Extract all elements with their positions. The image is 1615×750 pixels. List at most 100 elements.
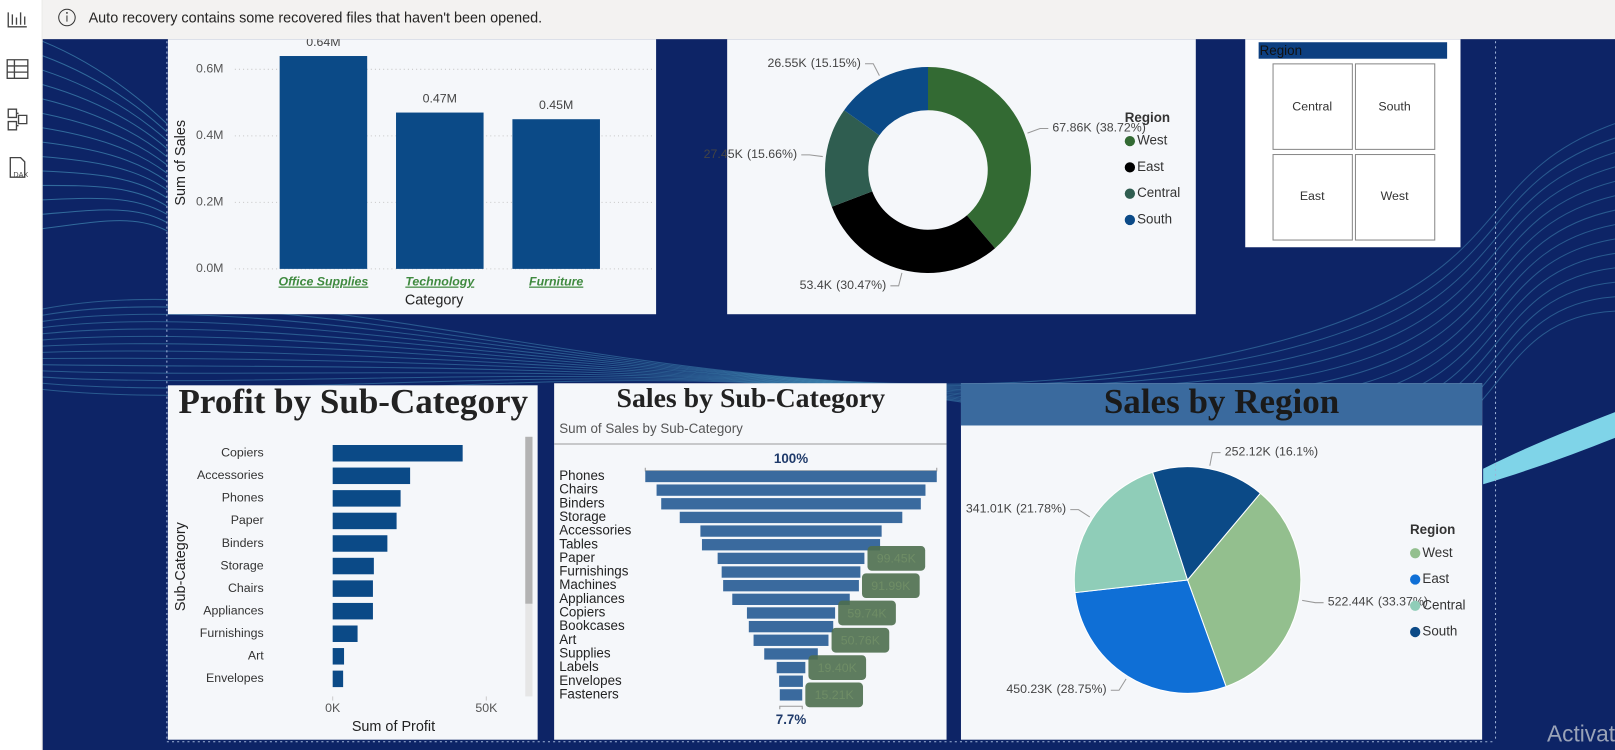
category-label: Appliances — [559, 591, 625, 606]
chart-title: Profit by Sub-Category — [179, 382, 529, 421]
background-band — [1483, 412, 1615, 485]
funnel-bracket — [779, 705, 803, 710]
legend-swatch — [1410, 600, 1421, 611]
data-label-value: 341.01K — [966, 502, 1013, 516]
funnel-bar — [717, 552, 865, 565]
funnel-bar — [721, 566, 861, 578]
funnel-bar — [764, 648, 818, 660]
sidebar-label[interactable]: DAX — [13, 170, 28, 179]
background-wave — [42, 184, 168, 207]
legend-label[interactable]: Central — [1422, 597, 1465, 612]
y-tick-label: Appliances — [203, 603, 263, 617]
scrollbar-thumb[interactable] — [525, 436, 533, 604]
y-tick-label: 0.6M — [196, 62, 223, 76]
y-tick-label: Accessories — [197, 468, 264, 482]
bar — [332, 512, 397, 530]
legend-label[interactable]: East — [1137, 159, 1164, 174]
data-label-percent: (38.72%) — [1096, 121, 1146, 135]
category-label: Art — [559, 632, 576, 647]
slicer-item[interactable]: East — [1300, 189, 1325, 203]
funnel-top-label: 100% — [774, 451, 808, 466]
background-wave — [42, 197, 168, 215]
leader-line — [890, 272, 903, 287]
category-label: Bookcases — [559, 618, 625, 633]
slicer-item[interactable]: Central — [1292, 99, 1332, 113]
info-icon — [58, 8, 76, 27]
leader-line — [1302, 599, 1324, 604]
data-label: 53.4K (30.47%) — [800, 278, 887, 292]
category-label: Chairs — [559, 482, 598, 497]
table-view-icon[interactable] — [6, 59, 29, 79]
slicer-tile[interactable] — [1354, 63, 1436, 150]
bar — [332, 490, 401, 507]
background-wave — [42, 220, 168, 232]
y-tick-label: Furnishings — [200, 626, 264, 640]
legend-label[interactable]: South — [1422, 624, 1457, 639]
category-label: Fasteners — [559, 686, 619, 701]
data-label-percent: (21.78%) — [1016, 502, 1066, 516]
slicer-item[interactable]: South — [1378, 99, 1410, 113]
bar — [332, 535, 388, 552]
category-label: Accessories — [559, 523, 631, 538]
slicer-header — [1258, 42, 1448, 59]
data-label-box — [831, 627, 890, 653]
x-tick-label: 0K — [325, 701, 341, 715]
legend-label[interactable]: West — [1137, 133, 1168, 148]
data-label: 19.40K — [818, 661, 858, 675]
funnel-bar — [656, 484, 926, 496]
x-tick-label: Technology — [405, 275, 475, 289]
report-view-icon[interactable] — [7, 12, 27, 28]
legend-label[interactable]: West — [1422, 545, 1453, 560]
bar — [332, 625, 358, 642]
legend-swatch — [1124, 188, 1136, 199]
leader-line — [1110, 678, 1127, 691]
legend-label[interactable]: Central — [1137, 185, 1180, 200]
y-tick-label: Copiers — [221, 446, 264, 460]
category-label: Tables — [559, 536, 598, 551]
legend-label[interactable]: South — [1137, 211, 1172, 226]
data-label-value: 53.4K — [800, 278, 833, 292]
data-label: 252.12K (16.1%) — [1225, 445, 1318, 459]
data-label: 59.74K — [847, 606, 887, 620]
background-wave — [42, 98, 168, 157]
chart-subtitle: Sum of Sales by Sub-Category — [559, 421, 743, 436]
donut-slice — [928, 66, 1032, 249]
bar — [332, 557, 374, 575]
funnel-bar — [776, 661, 806, 674]
data-label: 50.76K — [841, 634, 881, 648]
y-axis-title: Sub-Category — [173, 521, 189, 611]
y-axis-title: Sum of Sales — [173, 120, 189, 206]
background-wave — [42, 141, 168, 182]
y-tick-label: 0.4M — [196, 128, 223, 142]
data-label-percent: (15.66%) — [747, 147, 797, 161]
y-tick-label: Art — [248, 649, 264, 663]
model-view-icon[interactable] — [7, 108, 28, 131]
x-tick-label: Furniture — [529, 275, 583, 289]
data-label-value: 67.86K — [1052, 121, 1092, 135]
notification-bar — [42, 0, 1615, 40]
leader-line — [1027, 128, 1049, 134]
data-label-box — [838, 600, 896, 626]
data-label: 450.23K (28.75%) — [1006, 683, 1106, 697]
slicer-tile[interactable] — [1354, 154, 1436, 241]
category-label: Phones — [559, 468, 605, 483]
pie-slice — [1073, 471, 1189, 594]
legend-swatch — [1124, 135, 1136, 147]
y-tick-label: Storage — [220, 558, 263, 572]
donut-slice — [831, 191, 996, 274]
legend-title: Region — [1410, 522, 1455, 537]
data-label-value: 27.45K — [704, 147, 744, 161]
legend-label[interactable]: East — [1422, 571, 1449, 586]
dax-view-icon[interactable] — [9, 156, 26, 178]
data-label-percent: (16.1%) — [1275, 445, 1318, 459]
x-tick-label: 50K — [475, 701, 498, 715]
category-label: Furnishings — [559, 564, 628, 579]
funnel-bar — [746, 607, 836, 619]
notification-text: Auto recovery contains some recovered fi… — [89, 10, 543, 26]
y-tick-label: Phones — [222, 491, 264, 505]
category-label: Envelopes — [559, 673, 622, 688]
slicer-tile[interactable] — [1272, 63, 1353, 150]
slicer-tile[interactable] — [1272, 154, 1353, 241]
slicer-item[interactable]: West — [1381, 189, 1409, 203]
category-label: Labels — [559, 659, 599, 674]
